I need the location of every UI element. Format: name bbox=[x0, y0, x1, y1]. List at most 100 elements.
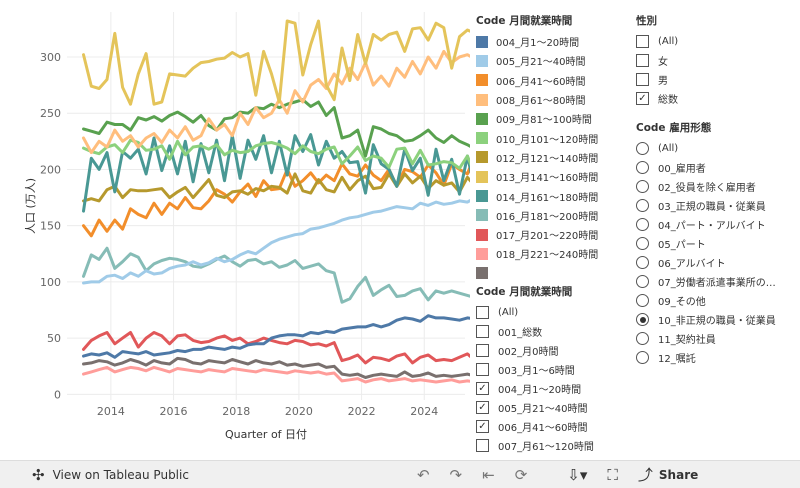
filter-option[interactable]: 007_月61～120時間 bbox=[476, 436, 616, 455]
radio-button[interactable] bbox=[636, 313, 649, 326]
y-tick-label: 300 bbox=[40, 51, 61, 64]
series-line bbox=[82, 356, 470, 379]
filter-option-label: 006_月41～60時間 bbox=[498, 423, 588, 434]
legend-item[interactable]: 013_月141～160時間 bbox=[476, 167, 616, 186]
radio-button[interactable] bbox=[636, 351, 649, 364]
radio-option[interactable]: 10_非正規の職員・従業員 bbox=[636, 310, 796, 329]
x-tick-label: 2016 bbox=[160, 405, 188, 418]
legend-swatch bbox=[476, 151, 488, 164]
legend-item[interactable]: 009_月81～100時間 bbox=[476, 109, 616, 128]
legend-swatch bbox=[476, 209, 488, 222]
legend-label: 004_月1～20時間 bbox=[496, 38, 580, 50]
filter-option[interactable]: 003_月1～6時間 bbox=[476, 360, 616, 379]
radio-button[interactable] bbox=[636, 142, 649, 155]
checkbox[interactable] bbox=[636, 54, 649, 67]
radio-option-label: 10_非正規の職員・従業員 bbox=[658, 316, 776, 327]
filter-option[interactable]: ✓ 004_月1～20時間 bbox=[476, 379, 616, 398]
radio-option-label: 05_パート bbox=[658, 240, 706, 251]
legend-swatch bbox=[476, 190, 488, 203]
legend-item[interactable]: 016_月181～200時間 bbox=[476, 206, 616, 225]
legend-label: 009_月81～100時間 bbox=[496, 115, 592, 127]
series-line bbox=[82, 314, 470, 359]
legend-item[interactable]: 012_月121～140時間 bbox=[476, 148, 616, 167]
filter-option[interactable]: 女 bbox=[636, 51, 776, 70]
gender-filter: 性別 (All) 女男 ✓ 総数 bbox=[636, 13, 776, 108]
legend-item[interactable]: 006_月41～60時間 bbox=[476, 71, 616, 90]
radio-option[interactable]: 04_パート・アルバイト bbox=[636, 215, 796, 234]
filter-option[interactable]: 002_月0時間 bbox=[476, 341, 616, 360]
radio-button[interactable] bbox=[636, 180, 649, 193]
checkbox[interactable]: ✓ bbox=[636, 92, 649, 105]
legend-item[interactable]: 010_月101～120時間 bbox=[476, 128, 616, 147]
legend-swatch bbox=[476, 112, 488, 125]
legend-item[interactable] bbox=[476, 264, 616, 283]
checkbox[interactable] bbox=[476, 363, 489, 376]
revert-icon[interactable]: ⇤ bbox=[482, 465, 495, 484]
radio-button[interactable] bbox=[636, 161, 649, 174]
radio-option[interactable]: 02_役員を除く雇用者 bbox=[636, 177, 796, 196]
filter-option-label: 007_月61～120時間 bbox=[498, 442, 594, 453]
radio-option[interactable]: 03_正規の職員・従業員 bbox=[636, 196, 796, 215]
checkbox[interactable] bbox=[476, 344, 489, 357]
checkbox[interactable] bbox=[476, 306, 489, 319]
filter-option[interactable]: ✓ 005_月21～40時間 bbox=[476, 398, 616, 417]
radio-button[interactable] bbox=[636, 294, 649, 307]
radio-option[interactable]: 07_労働者派遣事業所の… bbox=[636, 272, 796, 291]
legend-swatch bbox=[476, 93, 488, 106]
undo-icon[interactable]: ↶ bbox=[416, 465, 430, 484]
filter-option-label: (All) bbox=[498, 307, 519, 318]
radio-button[interactable] bbox=[636, 332, 649, 345]
filter-option[interactable]: 男 bbox=[636, 70, 776, 89]
gender-filter-list: (All) 女男 ✓ 総数 bbox=[636, 32, 776, 108]
legend-item[interactable]: 005_月21～40時間 bbox=[476, 51, 616, 70]
filter-option[interactable]: (All) bbox=[476, 303, 616, 322]
share-icon[interactable]: ⤴ bbox=[637, 466, 653, 484]
checkbox[interactable]: ✓ bbox=[476, 382, 489, 395]
filter-option[interactable]: ✓ 006_月41～60時間 bbox=[476, 417, 616, 436]
radio-option[interactable]: (All) bbox=[636, 139, 796, 158]
radio-option-label: 12_嘱託 bbox=[658, 354, 696, 365]
radio-button[interactable] bbox=[636, 256, 649, 269]
checkbox[interactable] bbox=[636, 35, 649, 48]
legend-item[interactable]: 004_月1～20時間 bbox=[476, 32, 616, 51]
radio-button[interactable] bbox=[636, 199, 649, 212]
radio-option[interactable]: 05_パート bbox=[636, 234, 796, 253]
radio-option[interactable]: 12_嘱託 bbox=[636, 348, 796, 367]
radio-option[interactable]: 06_アルバイト bbox=[636, 253, 796, 272]
employment-filter-title: Code 雇用形態 bbox=[636, 122, 712, 134]
y-tick-label: 50 bbox=[47, 332, 61, 345]
filter-option-label: 総数 bbox=[658, 95, 678, 106]
radio-option[interactable]: 11_契約社員 bbox=[636, 329, 796, 348]
filter-option[interactable]: (All) bbox=[636, 32, 776, 51]
checkbox[interactable] bbox=[476, 439, 489, 452]
legend-label: 013_月141～160時間 bbox=[496, 173, 599, 185]
filter-option-label: 003_月1～6時間 bbox=[498, 366, 575, 377]
filter-option-label: 004_月1～20時間 bbox=[498, 385, 582, 396]
filter-option[interactable]: ✓ 総数 bbox=[636, 89, 776, 108]
radio-option-label: 00_雇用者 bbox=[658, 164, 706, 175]
legend-item[interactable]: 018_月221～240時間 bbox=[476, 244, 616, 263]
x-tick-label: 2022 bbox=[348, 405, 376, 418]
share-button[interactable]: Share bbox=[658, 467, 699, 482]
radio-button[interactable] bbox=[636, 275, 649, 288]
legend-label: 005_月21～40時間 bbox=[496, 57, 586, 69]
legend-swatch bbox=[476, 35, 488, 48]
legend-label: 006_月41～60時間 bbox=[496, 76, 586, 88]
radio-option[interactable]: 00_雇用者 bbox=[636, 158, 796, 177]
download-icon[interactable]: ⇩▾ bbox=[567, 465, 588, 484]
checkbox[interactable] bbox=[636, 73, 649, 86]
radio-button[interactable] bbox=[636, 237, 649, 250]
checkbox[interactable]: ✓ bbox=[476, 420, 489, 433]
view-on-tableau-link[interactable]: View on Tableau Public bbox=[52, 467, 189, 482]
refresh-icon[interactable]: ⟳ bbox=[514, 465, 528, 484]
radio-option[interactable]: 09_その他 bbox=[636, 291, 796, 310]
legend-item[interactable]: 014_月161～180時間 bbox=[476, 186, 616, 205]
filter-option[interactable]: 001_総数 bbox=[476, 322, 616, 341]
legend-item[interactable]: 008_月61～80時間 bbox=[476, 90, 616, 109]
legend-item[interactable]: 017_月201～220時間 bbox=[476, 225, 616, 244]
checkbox[interactable] bbox=[476, 325, 489, 338]
redo-icon[interactable]: ↷ bbox=[449, 465, 463, 484]
radio-button[interactable] bbox=[636, 218, 649, 231]
fullscreen-icon[interactable]: ⛶ bbox=[607, 465, 618, 484]
checkbox[interactable]: ✓ bbox=[476, 401, 489, 414]
